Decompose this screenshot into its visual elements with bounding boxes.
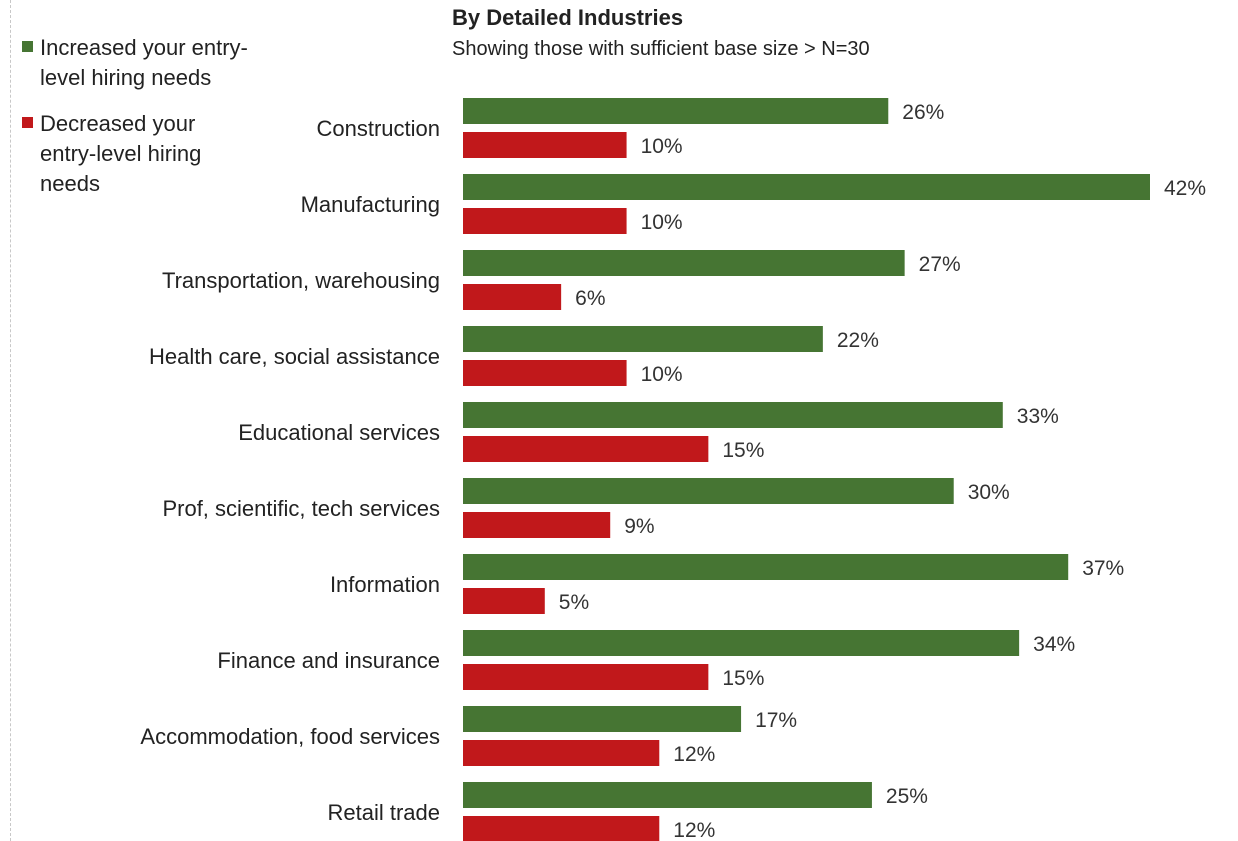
- category-label-finance-and-insurance: Finance and insurance: [217, 648, 440, 673]
- bar-increased-educational-services: [463, 402, 1003, 428]
- category-label-information: Information: [330, 572, 440, 597]
- category-label-manufacturing: Manufacturing: [301, 192, 440, 217]
- category-label-educational-services: Educational services: [238, 420, 440, 445]
- value-label-increased-construction: 26%: [902, 101, 944, 124]
- value-label-decreased-educational-services: 15%: [722, 439, 764, 462]
- bar-decreased-transportation-warehousing: [463, 284, 562, 310]
- left-dashed-rule: [10, 0, 11, 841]
- bar-decreased-prof-scientific-tech-services: [463, 512, 611, 538]
- value-label-decreased-retail-trade: 12%: [673, 819, 715, 841]
- legend-item-decreased: Decreased your entry-level hiring needs: [22, 109, 262, 199]
- category-label-prof-scientific-tech-services: Prof, scientific, tech services: [162, 496, 440, 521]
- value-label-decreased-construction: 10%: [641, 135, 683, 158]
- value-label-decreased-finance-and-insurance: 15%: [722, 667, 764, 690]
- legend-label-decreased: Decreased your entry-level hiring needs: [40, 111, 202, 196]
- bar-increased-manufacturing: [463, 174, 1150, 200]
- value-label-decreased-health-care-social-assistance: 10%: [641, 363, 683, 386]
- bar-decreased-accommodation-food-services: [463, 740, 660, 766]
- bar-decreased-information: [463, 588, 545, 614]
- legend-label-increased: Increased your entry-level hiring needs: [40, 35, 248, 90]
- value-label-decreased-information: 5%: [559, 591, 589, 614]
- bar-increased-finance-and-insurance: [463, 630, 1020, 656]
- bar-increased-health-care-social-assistance: [463, 326, 823, 352]
- category-label-retail-trade: Retail trade: [327, 800, 440, 825]
- bar-increased-accommodation-food-services: [463, 706, 742, 732]
- category-label-transportation-warehousing: Transportation, warehousing: [162, 268, 440, 293]
- value-label-decreased-manufacturing: 10%: [641, 211, 683, 234]
- value-label-decreased-prof-scientific-tech-services: 9%: [624, 515, 654, 538]
- category-label-accommodation-food-services: Accommodation, food services: [140, 724, 440, 749]
- value-label-increased-information: 37%: [1082, 557, 1124, 580]
- chart-title: By Detailed Industries: [452, 5, 684, 30]
- value-label-increased-accommodation-food-services: 17%: [755, 709, 797, 732]
- bar-decreased-construction: [463, 132, 627, 158]
- value-label-increased-manufacturing: 42%: [1164, 177, 1206, 200]
- value-label-increased-finance-and-insurance: 34%: [1033, 633, 1075, 656]
- legend-swatch-decreased: [22, 117, 33, 128]
- category-label-construction: Construction: [316, 116, 440, 141]
- value-label-increased-health-care-social-assistance: 22%: [837, 329, 879, 352]
- value-label-increased-educational-services: 33%: [1017, 405, 1059, 428]
- legend-item-increased: Increased your entry-level hiring needs: [22, 33, 262, 93]
- bar-increased-prof-scientific-tech-services: [463, 478, 954, 504]
- value-label-increased-transportation-warehousing: 27%: [919, 253, 961, 276]
- legend-swatch-increased: [22, 41, 33, 52]
- bar-decreased-retail-trade: [463, 816, 660, 841]
- chart-subtitle: Showing those with sufficient base size …: [452, 38, 870, 60]
- value-label-increased-prof-scientific-tech-services: 30%: [968, 481, 1010, 504]
- value-label-decreased-accommodation-food-services: 12%: [673, 743, 715, 766]
- value-label-decreased-transportation-warehousing: 6%: [575, 287, 605, 310]
- bar-decreased-health-care-social-assistance: [463, 360, 627, 386]
- bar-increased-information: [463, 554, 1069, 580]
- legend: Increased your entry-level hiring needs …: [22, 33, 262, 215]
- bar-decreased-educational-services: [463, 436, 709, 462]
- bar-increased-construction: [463, 98, 889, 124]
- bar-decreased-finance-and-insurance: [463, 664, 709, 690]
- bar-increased-transportation-warehousing: [463, 250, 905, 276]
- category-label-health-care-social-assistance: Health care, social assistance: [149, 344, 440, 369]
- bar-decreased-manufacturing: [463, 208, 627, 234]
- bar-increased-retail-trade: [463, 782, 872, 808]
- value-label-increased-retail-trade: 25%: [886, 785, 928, 808]
